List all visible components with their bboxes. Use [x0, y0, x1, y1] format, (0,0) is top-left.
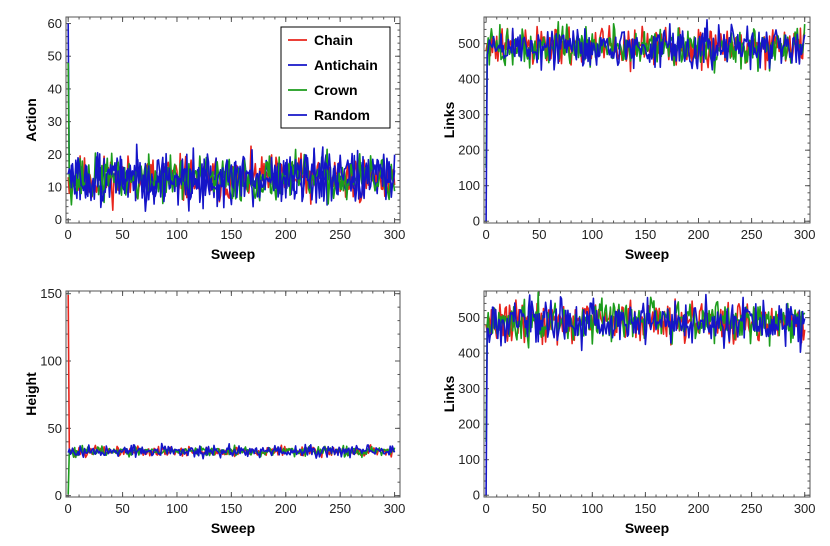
- plot-frame: [483, 290, 811, 498]
- y-tick-label: 50: [48, 49, 62, 64]
- x-tick-label: 200: [688, 227, 710, 242]
- x-tick-label: 250: [329, 501, 351, 516]
- x-tick-label: 150: [221, 501, 243, 516]
- y-tick-label: 60: [48, 16, 62, 31]
- y-tick-label: 400: [458, 346, 480, 361]
- y-tick-label: 100: [458, 178, 480, 193]
- panel-4: 0 50 100 150 200 250 300 0 100 200 300 400 500 Sweep L…: [441, 290, 816, 536]
- y-tick-label: 150: [40, 286, 62, 301]
- y-tick-label: 0: [55, 488, 62, 503]
- x-tick-label: 250: [329, 227, 351, 242]
- x-tick-label: 300: [384, 501, 406, 516]
- y-axis-label: Action: [23, 98, 39, 142]
- y-tick-label: 100: [458, 452, 480, 467]
- y-tick-label: 100: [40, 354, 62, 369]
- legend-label-chain: Chain: [314, 32, 353, 48]
- x-axis-label: Sweep: [625, 246, 669, 262]
- x-tick-label: 100: [581, 227, 603, 242]
- series-line-antichain: [485, 293, 806, 496]
- x-axis-label: Sweep: [625, 520, 669, 536]
- plot-frame: [65, 16, 401, 224]
- x-tick-label: 250: [741, 227, 763, 242]
- x-tick-label: 100: [166, 227, 188, 242]
- x-tick-label: 50: [532, 501, 546, 516]
- x-tick-label: 200: [275, 227, 297, 242]
- y-tick-label: 400: [458, 72, 480, 87]
- y-tick-label: 0: [473, 214, 480, 229]
- y-axis-label: Links: [441, 376, 457, 413]
- y-tick-label: 200: [458, 417, 480, 432]
- plot-frame: [483, 16, 811, 224]
- panel-3: 0 50 100 150 200 250 300 0 50 100 150 Sweep Height: [23, 286, 405, 536]
- y-tick-label: 300: [458, 107, 480, 122]
- x-tick-label: 200: [275, 501, 297, 516]
- x-tick-label: 300: [794, 501, 816, 516]
- y-axis-label: Height: [23, 372, 39, 416]
- panel-2: 0 50 100 150 200 250 300 0 100 200 300 400 500 Sweep L…: [441, 16, 816, 262]
- x-axis-label: Sweep: [211, 520, 255, 536]
- y-tick-label: 300: [458, 381, 480, 396]
- legend-box: [280, 26, 391, 129]
- y-axis-label: Links: [441, 102, 457, 139]
- y-tick-label: 0: [55, 212, 62, 227]
- x-tick-label: 150: [635, 501, 657, 516]
- y-tick-label: 10: [48, 180, 62, 195]
- x-tick-label: 200: [688, 501, 710, 516]
- x-tick-label: 100: [166, 501, 188, 516]
- legend-label-antichain: Antichain: [314, 57, 378, 73]
- x-tick-label: 100: [581, 501, 603, 516]
- legend-label-random: Random: [314, 107, 370, 123]
- plot-frame: [65, 290, 401, 498]
- x-tick-label: 150: [635, 227, 657, 242]
- x-tick-label: 50: [532, 227, 546, 242]
- x-axis-label: Sweep: [211, 246, 255, 262]
- x-tick-label: 50: [115, 227, 129, 242]
- x-tick-label: 0: [65, 501, 72, 516]
- y-tick-label: 20: [48, 147, 62, 162]
- series-line-antichain: [67, 442, 396, 460]
- y-tick-label: 200: [458, 143, 480, 158]
- panel-1: 0 50 100 150 200 250 300 0 10 20 30 40 50 60 Sweep Acti…: [23, 16, 405, 262]
- y-tick-label: 50: [48, 421, 62, 436]
- series-line-chain: [67, 294, 395, 459]
- series-line-antichain: [485, 19, 806, 222]
- x-tick-label: 300: [794, 227, 816, 242]
- y-tick-label: 0: [473, 488, 480, 503]
- x-tick-label: 150: [221, 227, 243, 242]
- x-tick-label: 250: [741, 501, 763, 516]
- x-tick-label: 0: [483, 227, 490, 242]
- y-tick-label: 40: [48, 81, 62, 96]
- x-tick-label: 0: [483, 501, 490, 516]
- x-tick-label: 300: [384, 227, 406, 242]
- series-line-random: [67, 146, 396, 212]
- y-tick-label: 500: [458, 310, 480, 325]
- y-tick-label: 500: [458, 36, 480, 51]
- legend-label-crown: Crown: [314, 82, 358, 98]
- y-tick-label: 30: [48, 114, 62, 129]
- x-tick-label: 50: [115, 501, 129, 516]
- x-tick-label: 0: [65, 227, 72, 242]
